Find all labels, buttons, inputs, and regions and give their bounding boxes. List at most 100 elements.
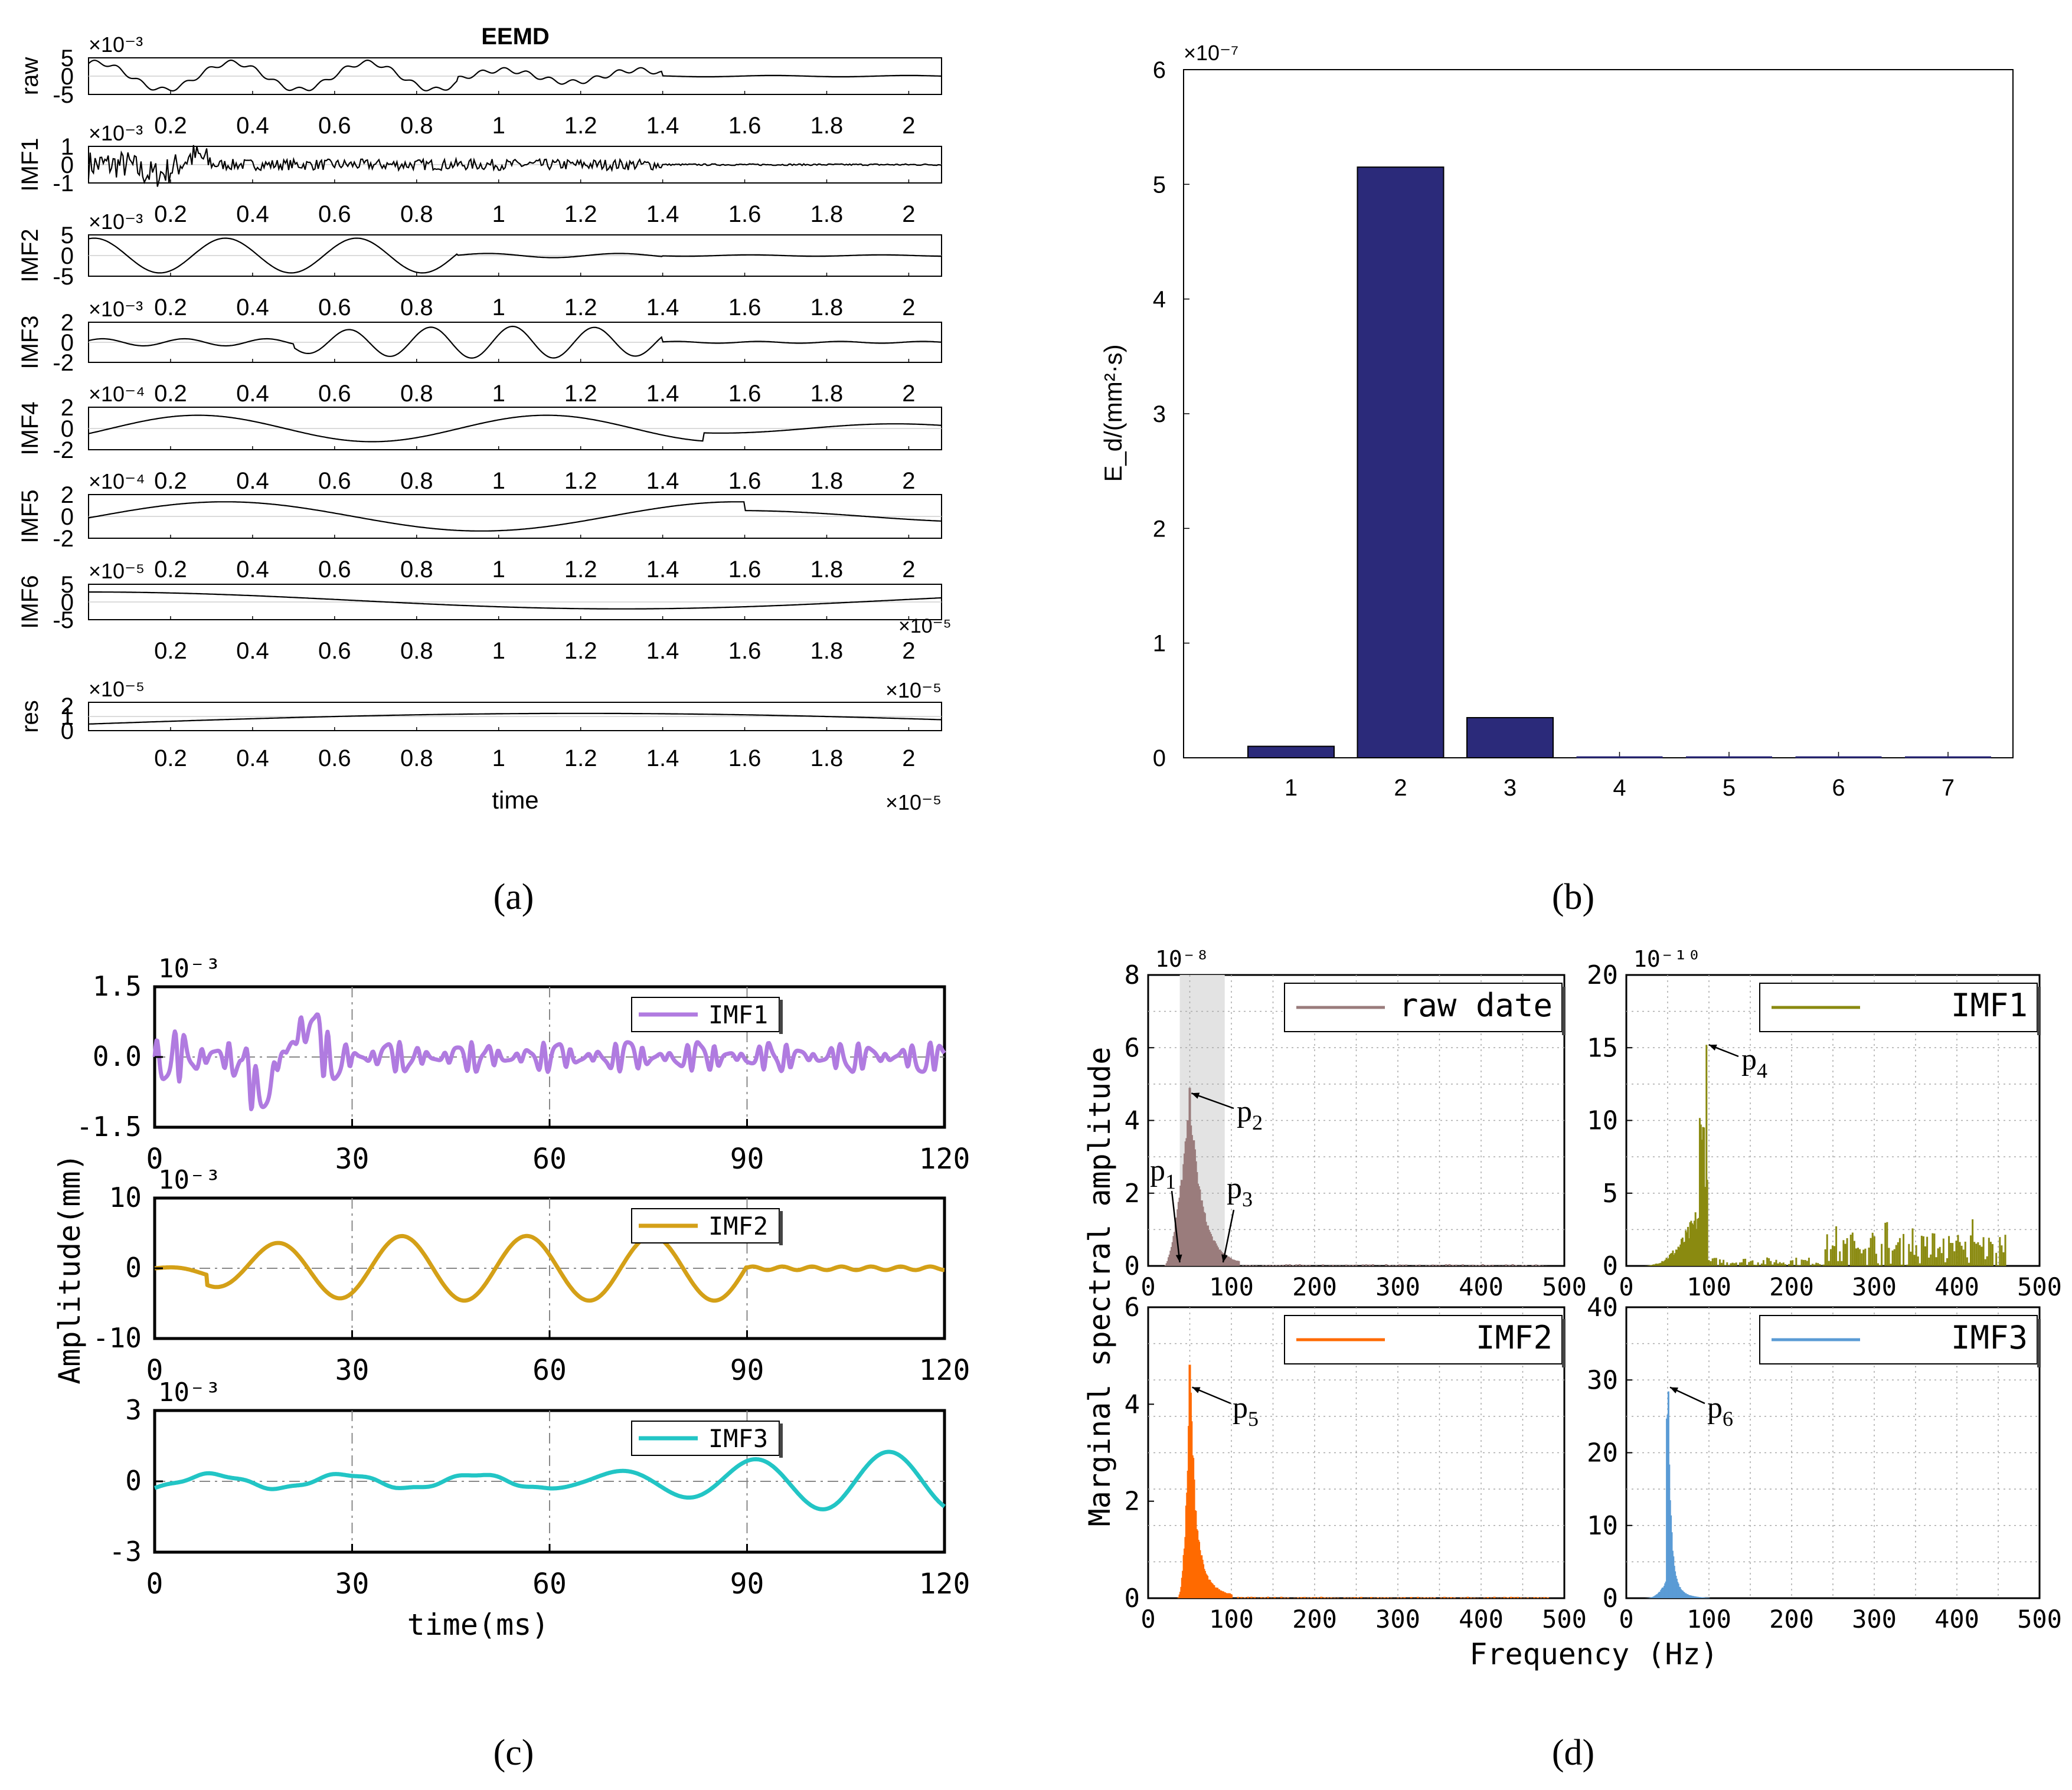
eemd-ytick-IMF2: -5	[53, 264, 74, 290]
d-xtick: 300	[1852, 1605, 1897, 1634]
eemd-xtick: 0.2	[154, 468, 187, 494]
eemd-xtick: 2	[902, 201, 915, 227]
d-xtick: 500	[1542, 1605, 1587, 1634]
eemd-ytick-raw: -5	[53, 82, 74, 108]
eemd-xtick: 0.2	[154, 381, 187, 407]
eemd-xtick: 1.2	[564, 113, 597, 139]
d-annotation-arrow	[1171, 1190, 1181, 1263]
eemd-ytick-IMF2: 5	[61, 222, 74, 248]
c-legend-shadow	[779, 1000, 783, 1034]
d-ytick: 20	[1587, 1438, 1618, 1468]
c-xtick: 0	[146, 1354, 164, 1387]
eemd-xtick: 0.4	[236, 294, 269, 320]
panel-c-caption: (c)	[494, 1733, 534, 1773]
eemd-ytick-IMF5: -2	[53, 526, 74, 552]
c-legend-shadow	[779, 1211, 783, 1245]
eemd-ytick-IMF4: 2	[61, 395, 74, 421]
eemd-xtick: 2	[902, 638, 915, 664]
eemd-xtick: 0.6	[318, 381, 351, 407]
eemd-ytick-IMF6: 5	[61, 572, 74, 598]
eemd-ytick-IMF5: 2	[61, 482, 74, 508]
d-ytick: 2	[1125, 1487, 1140, 1517]
d-ytick: 30	[1587, 1365, 1618, 1395]
eemd-xtick: 0.2	[154, 113, 187, 139]
c-legend-label: IMF1	[708, 1000, 768, 1029]
d-xtick: 400	[1459, 1605, 1504, 1634]
d-legend-label: IMF1	[1951, 987, 2028, 1024]
c-ytick: -1.5	[76, 1111, 142, 1143]
d-ylabel-group: Marginal spectral amplitude	[1083, 1047, 1117, 1527]
c-xtick: 120	[919, 1568, 970, 1601]
c-scale: 10⁻³	[158, 1377, 221, 1408]
c-xtick: 90	[730, 1568, 764, 1601]
eemd-xtick: 1.4	[646, 468, 679, 494]
d-annotation-head	[1175, 1254, 1182, 1262]
panel-c-xlabel: time(ms)	[407, 1608, 550, 1642]
eemd-xtick: 0.4	[236, 745, 269, 771]
d-ytick: 2	[1125, 1179, 1140, 1209]
d-ytick: 20	[1587, 960, 1618, 990]
eemd-xtick: 1.4	[646, 381, 679, 407]
c-subplot-IMF1: 1.5 0.0 -1.50 30 60 90 120 10⁻³ IMF1	[76, 954, 970, 1176]
eemd-scale-IMF3: ×10⁻³	[89, 297, 143, 321]
eemd-xtick: 0.2	[154, 638, 187, 664]
bar-ytick: 4	[1153, 287, 1166, 313]
c-legend-shadow	[779, 1424, 783, 1458]
eemd-signal-IMF5	[88, 501, 942, 532]
eemd-xtick: 1.6	[728, 113, 762, 139]
eemd-xtick: 1	[492, 638, 505, 664]
d-ytick: 0	[1125, 1251, 1140, 1281]
eemd-rowname-IMF3: IMF3	[17, 315, 43, 369]
eemd-signal-IMF3	[88, 325, 942, 359]
c-xtick: 30	[335, 1354, 370, 1387]
d-ytick: 5	[1603, 1179, 1619, 1209]
eemd-xtick: 0.4	[236, 557, 269, 583]
eemd-row-xscale: ×10⁻⁵	[898, 615, 952, 637]
eemd-ytick-IMF3: 2	[61, 310, 74, 336]
eemd-xtick: 0.2	[154, 201, 187, 227]
eemd-ytick-IMF3: -2	[53, 350, 74, 376]
bar-xtick-4: 4	[1613, 775, 1626, 801]
eemd-row-IMF2: 50-5 ×10⁻³ IMF2 0.2 0.4 0.6 0.8 1 1.2 1.4 1.6 1.8 2	[17, 210, 942, 320]
d-xtick: 200	[1769, 1272, 1814, 1301]
eemd-xtick: 1.2	[564, 557, 597, 583]
eemd-xtick: 1	[492, 468, 505, 494]
d-xtick: 500	[2017, 1272, 2062, 1301]
eemd-xtick: 1.4	[646, 557, 679, 583]
d-annotation-head	[1670, 1387, 1678, 1393]
c-xtick: 60	[532, 1354, 567, 1387]
eemd-scale-IMF2: ×10⁻³	[89, 210, 143, 234]
d-subplot-0: 0 2 4 6 8 0 100 200 300 400 500 10⁻⁸ raw date p1 p2 p3	[1125, 946, 1587, 1301]
d-xtick: 100	[1209, 1272, 1254, 1301]
d-annotation-label: p6	[1707, 1391, 1733, 1431]
eemd-xtick: 1	[492, 381, 505, 407]
eemd-xtick: 1	[492, 294, 505, 320]
d-scale: 10⁻¹⁰	[1633, 946, 1701, 972]
d-ytick: 15	[1587, 1033, 1618, 1063]
panel-d-ylabel: Marginal spectral amplitude	[1083, 1047, 1117, 1527]
eemd-xtick: 0.8	[400, 638, 433, 664]
bar-ytick: 1	[1153, 631, 1166, 657]
d-ytick: 6	[1125, 1292, 1140, 1323]
c-xtick: 60	[532, 1143, 567, 1176]
d-annotation-label: p5	[1233, 1391, 1259, 1431]
eemd-xtick: 0.4	[236, 113, 269, 139]
eemd-ytick-IMF2: 0	[61, 243, 74, 269]
bar-ytick: 3	[1153, 401, 1166, 427]
eemd-xtick: 1.8	[811, 381, 844, 407]
d-ytick: 4	[1125, 1389, 1140, 1419]
c-ytick: 0.0	[93, 1040, 142, 1072]
eemd-ytick-IMF1: 1	[61, 134, 74, 160]
c-signal-IMF3	[153, 1449, 946, 1511]
d-ytick: 10	[1587, 1511, 1618, 1541]
eemd-xtick: 2	[902, 294, 915, 320]
eemd-xtick: 1.8	[811, 638, 844, 664]
bar-ylabel-group: E_d/(mm²·s)	[1099, 344, 1127, 482]
c-legend-label: IMF2	[708, 1212, 768, 1241]
